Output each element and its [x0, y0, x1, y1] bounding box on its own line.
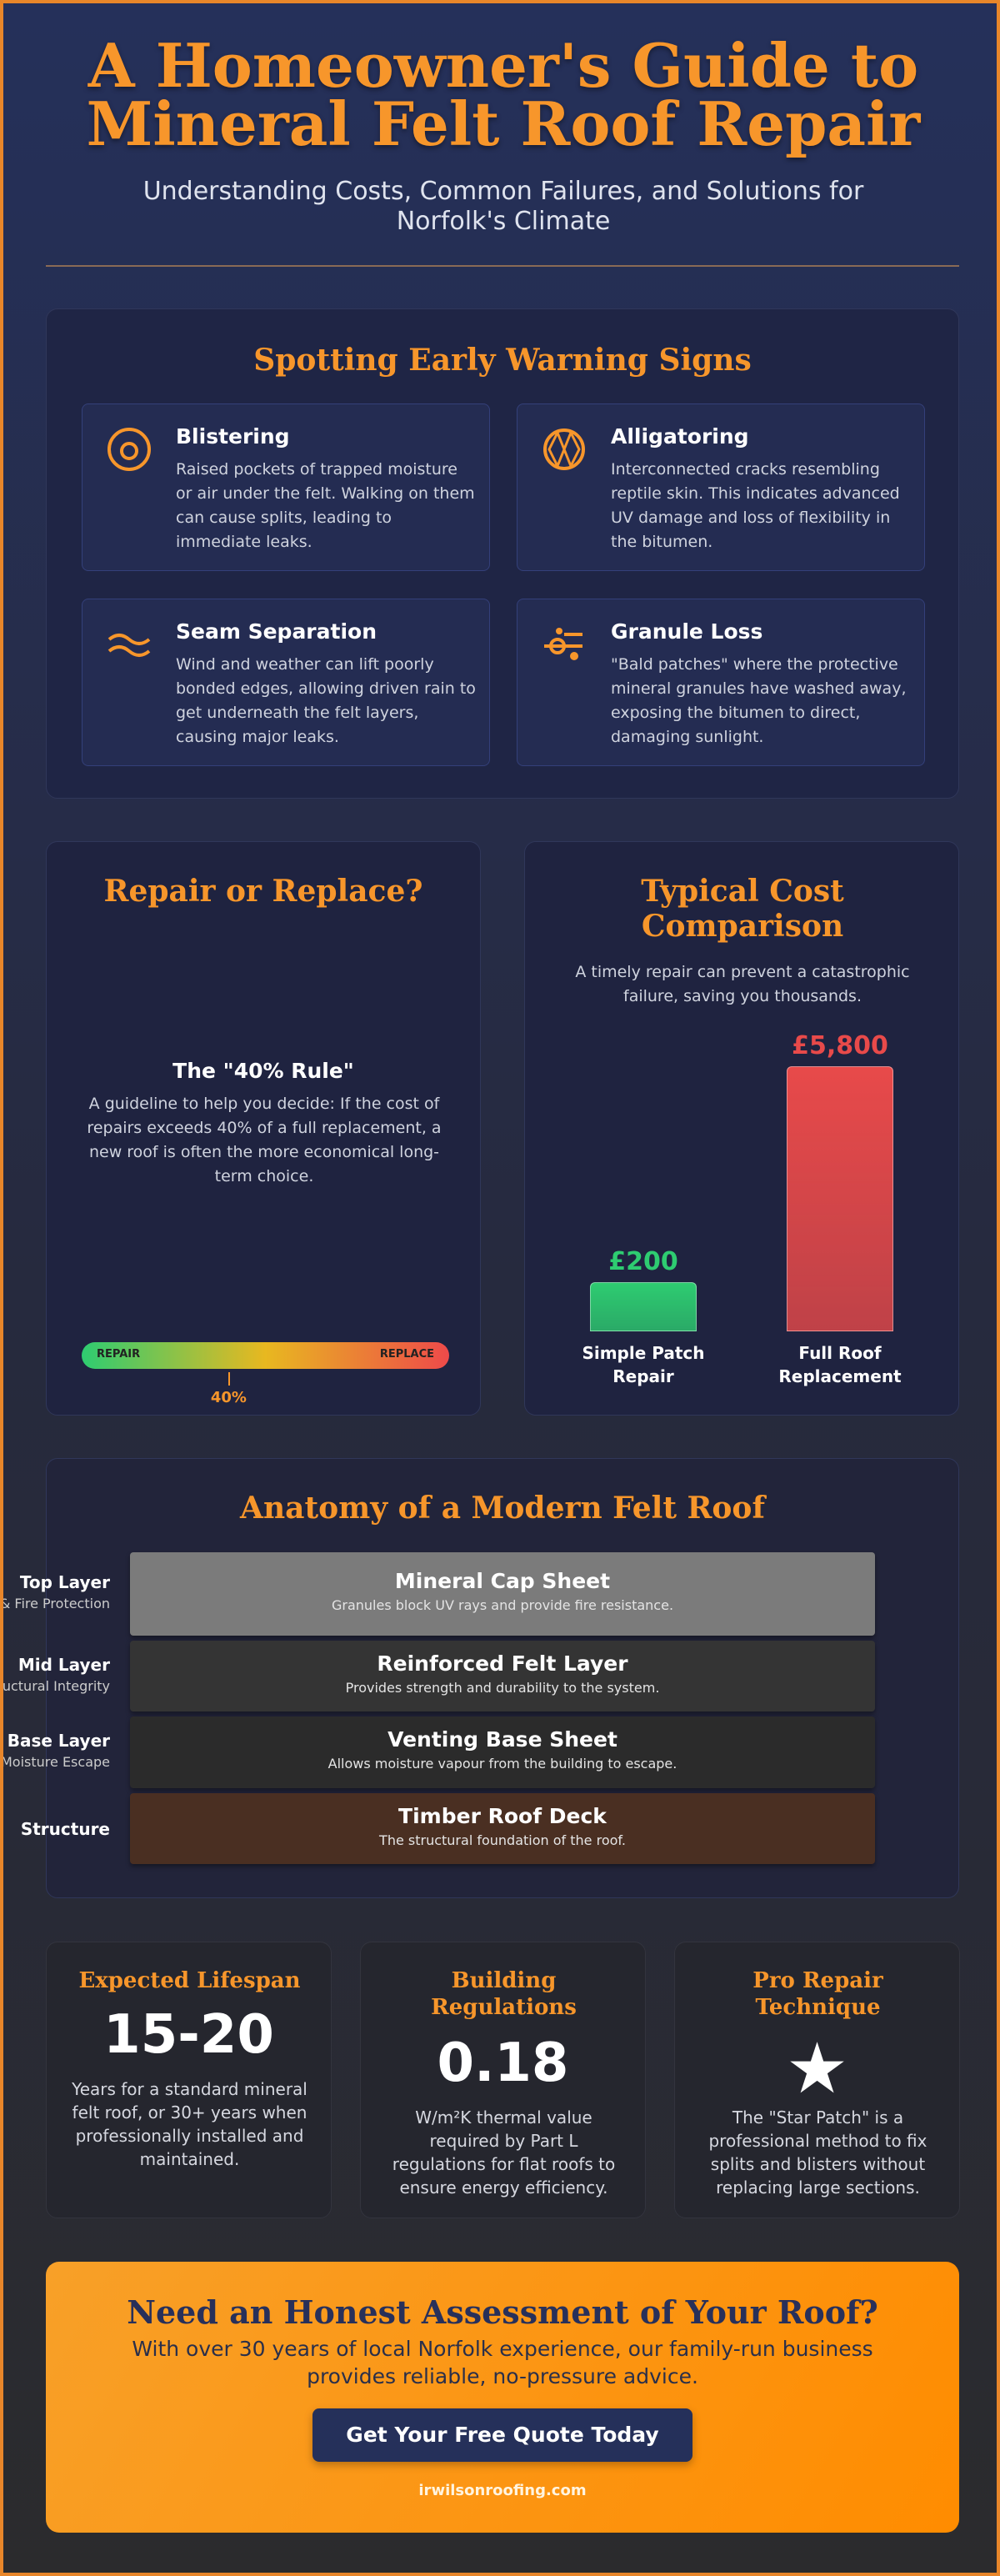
- star: ★: [785, 2027, 849, 2109]
- warning-card: Granule Loss "Bald patches" where the pro…: [517, 599, 925, 766]
- layer-tag: Base Layer: [7, 1731, 110, 1751]
- stat-text: W/m²K thermal value required by Part L r…: [392, 2107, 616, 2198]
- layer: Timber Roof Deck The structural foundatio…: [130, 1793, 875, 1864]
- rule-title: The "40% Rule": [172, 1059, 354, 1083]
- card-title: Seam Separation: [176, 619, 378, 644]
- bar-value: £5,800: [792, 1031, 888, 1060]
- title: A Homeowner's Guide to Mineral Felt Roof…: [86, 30, 921, 159]
- cost-text: A timely repair can prevent a catastroph…: [575, 963, 910, 1005]
- subtitle: Understanding Costs, Common Failures, an…: [142, 177, 864, 236]
- divider: [46, 265, 959, 267]
- cta-url[interactable]: irwilsonroofing.com: [418, 2482, 587, 2499]
- cta-text: With over 30 years of local Norfolk expe…: [132, 2337, 873, 2388]
- stat-text: The "Star Patch" is a professional metho…: [708, 2107, 928, 2198]
- stat-title: Pro Repair Technique: [752, 1968, 883, 2020]
- layer-tag: Structure: [20, 1818, 110, 1839]
- stat-value: 15-20: [103, 2004, 274, 2066]
- scale-right: REPLACE: [379, 1348, 434, 1361]
- layer-name: Reinforced Felt Layer: [377, 1651, 628, 1676]
- layer-text: Granules block UV rays and provide fire …: [331, 1597, 674, 1613]
- bar-value: £200: [608, 1246, 678, 1276]
- repair-card: Repair or Replace? The "40% Rule" A guid…: [46, 841, 481, 1416]
- layer-role: Moisture Escape: [1, 1754, 110, 1770]
- stat-title: Building Regulations: [431, 1968, 577, 2020]
- bar-label: Full Roof Replacement: [778, 1343, 902, 1386]
- card-text: Raised pockets of trapped moisture or ai…: [176, 460, 475, 551]
- bar-label: Simple Patch Repair: [582, 1343, 705, 1386]
- layer-text: Provides strength and durability to the …: [345, 1679, 660, 1696]
- scale-left: REPAIR: [97, 1348, 141, 1361]
- layer-name: Mineral Cap Sheet: [394, 1569, 611, 1593]
- cta: Need an Honest Assessment of Your Roof? …: [46, 2262, 959, 2533]
- warning-card: Alligatoring Interconnected cracks resemb…: [517, 403, 925, 571]
- layer-tag: Top Layer: [19, 1572, 110, 1592]
- warning-card: Blistering Raised pockets of trapped mois…: [82, 403, 490, 571]
- warning-section: Spotting Early Warning Signs Blistering R…: [46, 308, 959, 799]
- bar: [787, 1066, 893, 1331]
- card-text: Wind and weather can lift poorly bonded …: [176, 655, 476, 746]
- section-title: Typical Cost Comparison: [641, 874, 844, 944]
- card-title: Blistering: [176, 424, 290, 449]
- icon: [544, 628, 582, 660]
- layer: Mineral Cap Sheet Granules block UV rays …: [130, 1552, 875, 1636]
- scale-bar: REPAIR REPLACE: [82, 1342, 449, 1369]
- layer-text: The structural foundation of the roof.: [379, 1832, 626, 1848]
- layer-tag: Mid Layer: [18, 1654, 110, 1675]
- stat-card: Pro Repair Technique ★ The "Star Patch" is…: [674, 1942, 960, 2218]
- layer-role: UV & Fire Protection: [0, 1596, 110, 1611]
- marker-tick: [228, 1372, 231, 1386]
- stat-value: 0.18: [437, 2032, 569, 2094]
- stat-card: Building Regulations 0.18 W/m²K thermal va…: [360, 1942, 646, 2218]
- icon: [108, 428, 151, 471]
- stat-title: Expected Lifespan: [78, 1968, 301, 1993]
- layer-name: Timber Roof Deck: [398, 1803, 607, 1828]
- section-title: Spotting Early Warning Signs: [253, 343, 752, 378]
- cost-card: Typical Cost Comparison A timely repair …: [524, 841, 959, 1416]
- layer-text: Allows moisture vapour from the building…: [328, 1756, 678, 1772]
- rule-text: A guideline to help you decide: If the c…: [87, 1095, 442, 1185]
- card-title: Alligatoring: [611, 424, 749, 449]
- card-text: "Bald patches" where the protective mine…: [611, 655, 907, 746]
- icon: [108, 634, 151, 657]
- warning-card: Seam Separation Wind and weather can lift…: [82, 599, 490, 766]
- layer: Venting Base Sheet Allows moisture vapour…: [130, 1716, 875, 1788]
- card-title: Granule Loss: [611, 619, 763, 644]
- card-text: Interconnected cracks resembling reptile…: [611, 460, 900, 551]
- stat-text: Years for a standard mineral felt roof, …: [72, 2079, 308, 2169]
- icon: [543, 428, 585, 470]
- layer: Reinforced Felt Layer Provides strength a…: [130, 1641, 875, 1711]
- section-title: Repair or Replace?: [103, 874, 423, 909]
- stat-card: Expected Lifespan 15-20 Years for a standa…: [46, 1942, 332, 2218]
- section-title: Anatomy of a Modern Felt Roof: [240, 1491, 765, 1526]
- cta-button[interactable]: Get Your Free Quote Today: [312, 2408, 692, 2462]
- layer-name: Venting Base Sheet: [388, 1727, 618, 1752]
- cta-title: Need an Honest Assessment of Your Roof?: [127, 2293, 878, 2331]
- layer-role: Structural Integrity: [2, 1677, 110, 1694]
- bar: [590, 1281, 697, 1331]
- marker-label: 40%: [210, 1389, 247, 1406]
